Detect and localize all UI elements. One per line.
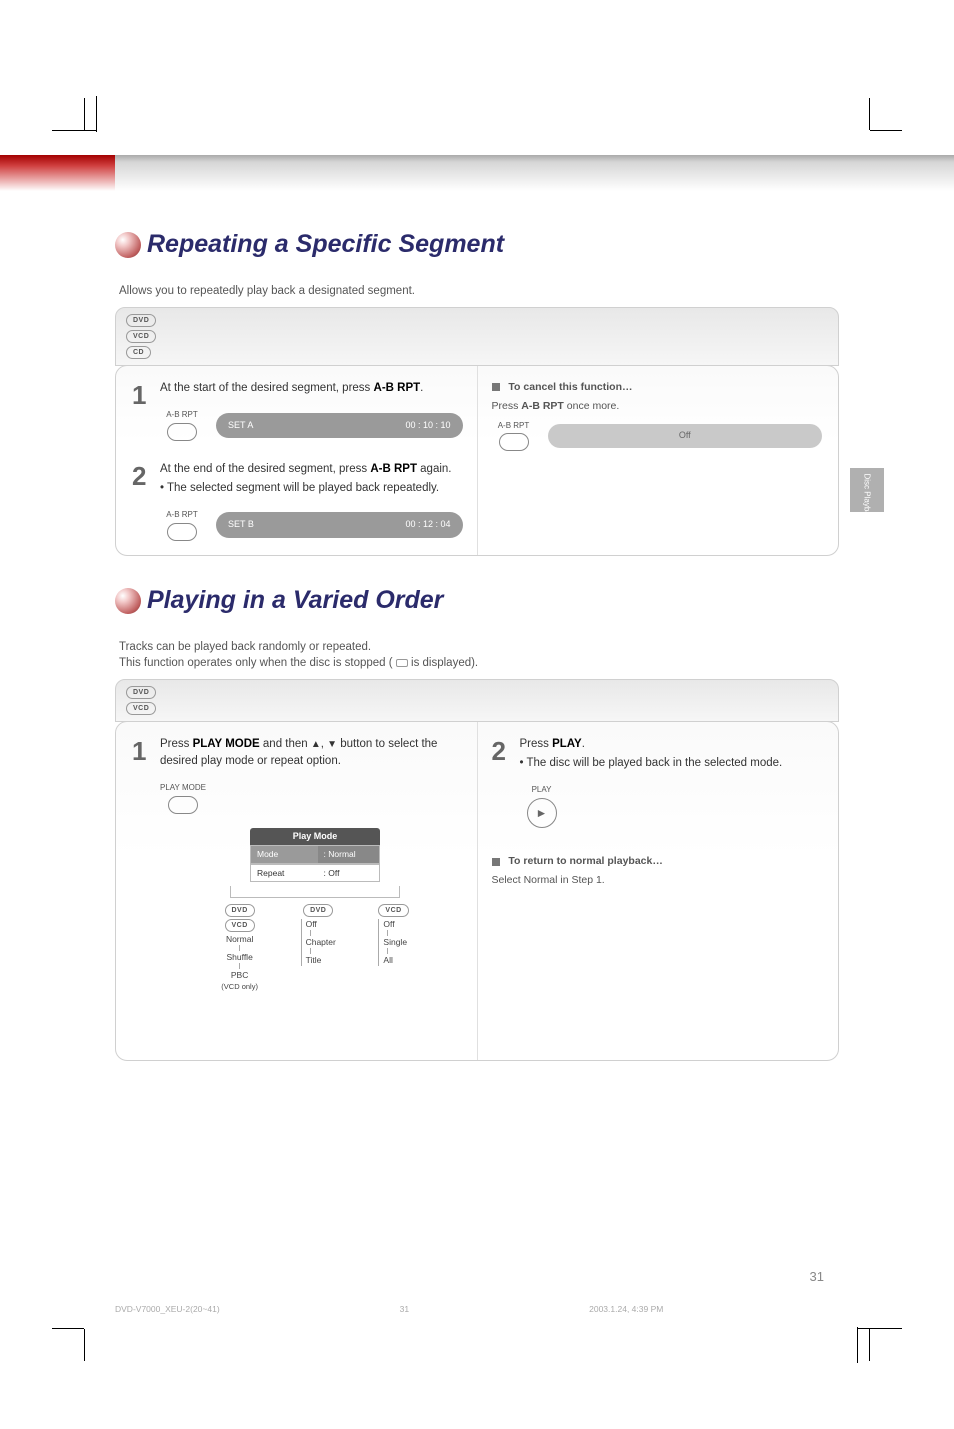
side-tab: Disc Playback	[850, 468, 884, 512]
section2-badge-bar: DVD VCD	[115, 679, 839, 722]
sphere-icon	[115, 232, 141, 258]
section2-intro: Tracks can be played back randomly or re…	[119, 639, 839, 671]
button-oval-icon	[167, 523, 197, 541]
step1-number: 1	[132, 380, 146, 411]
pm-row-mode: Mode : Normal	[250, 845, 380, 863]
square-bullet-icon	[492, 383, 500, 391]
cancel-title: To cancel this function…	[508, 381, 632, 393]
button-oval-icon	[167, 423, 197, 441]
osd-off: Off	[548, 424, 823, 448]
s2-step1-number: 1	[132, 736, 146, 767]
header-red-accent	[0, 155, 115, 191]
pm-tree: DVD VCD Normal Shuffle PBC (VCD only)	[200, 904, 430, 992]
return-normal-note: To return to normal playback… Select Nor…	[492, 854, 823, 887]
pm-row-repeat: Repeat : Off	[250, 864, 380, 882]
playmode-button: PLAY MODE	[160, 782, 206, 815]
abrpt-label: A-B RPT	[166, 409, 198, 421]
pm-header: Play Mode	[250, 828, 380, 845]
footer-file: DVD-V7000_XEU-2(20~41)	[115, 1304, 220, 1314]
s2-step2-number: 2	[492, 736, 506, 767]
badge-dvd: DVD	[126, 314, 156, 327]
header-gradient	[0, 155, 954, 191]
square-bullet-icon	[492, 858, 500, 866]
page-number: 31	[810, 1269, 824, 1284]
badge-dvd: DVD	[126, 686, 156, 699]
button-oval-icon	[499, 433, 529, 451]
osd-set-b: SET B 00 : 12 : 04	[216, 512, 463, 537]
abrpt-button-2: A-B RPT	[160, 509, 204, 542]
s2-step2-text: Press PLAY. • The disc will be played ba…	[520, 736, 823, 828]
side-tab-label: Disc Playback	[863, 474, 872, 508]
play-triangle-icon: ►	[536, 805, 548, 822]
play-round-icon: ►	[527, 798, 557, 828]
badge-vcd: VCD	[126, 702, 156, 715]
stop-glyph-icon	[396, 659, 408, 667]
footer-pg: 31	[400, 1304, 409, 1314]
section2-panel: 1 Press PLAY MODE and then ▲, ▼ button t…	[115, 721, 839, 1061]
section1-intro: Allows you to repeatedly play back a des…	[119, 283, 839, 299]
section1-badge-bar: DVD VCD CD	[115, 307, 839, 366]
up-triangle-icon: ▲	[311, 739, 321, 750]
section2-title: Playing in a Varied Order	[147, 586, 443, 615]
section1-title-row: Repeating a Specific Segment	[115, 230, 839, 259]
play-button: PLAY ►	[520, 784, 564, 829]
badge-cd: CD	[126, 346, 151, 359]
down-triangle-icon: ▼	[327, 739, 337, 750]
section1-panel: 1 At the start of the desired segment, p…	[115, 365, 839, 556]
divider	[477, 366, 478, 555]
divider	[477, 722, 478, 1060]
play-mode-menu: Play Mode Mode : Normal Repeat : Off	[200, 828, 430, 991]
section2-title-row: Playing in a Varied Order	[115, 586, 839, 615]
s2-step1-text: Press PLAY MODE and then ▲, ▼ button to …	[160, 736, 463, 991]
osd-set-a: SET A 00 : 10 : 10	[216, 413, 463, 438]
abrpt-button-cancel: A-B RPT	[492, 421, 536, 451]
abrpt-button: A-B RPT	[160, 409, 204, 442]
footer-date: 2003.1.24, 4:39 PM	[589, 1304, 663, 1314]
button-oval-icon	[168, 796, 198, 814]
sphere-icon	[115, 588, 141, 614]
badge-vcd: VCD	[126, 330, 156, 343]
section1-title: Repeating a Specific Segment	[147, 230, 504, 259]
step2-number: 2	[132, 461, 146, 492]
step1-text: At the start of the desired segment, pre…	[160, 380, 463, 441]
step2-text: At the end of the desired segment, press…	[160, 461, 463, 541]
footer: DVD-V7000_XEU-2(20~41) 31 2003.1.24, 4:3…	[115, 1304, 663, 1314]
